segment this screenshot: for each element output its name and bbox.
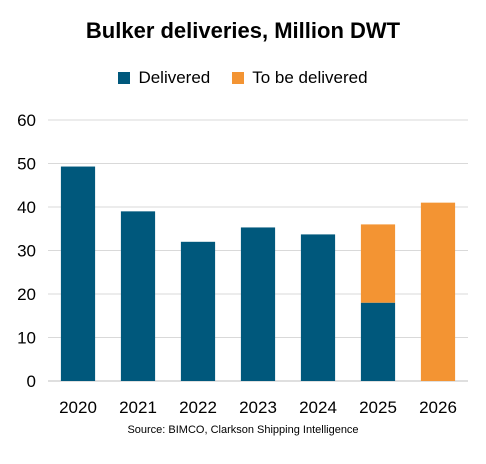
x-tick-label: 2025 <box>359 398 397 417</box>
legend-item-delivered: Delivered <box>118 68 210 88</box>
bar-delivered-2024 <box>300 234 336 381</box>
x-tick-label: 2020 <box>59 398 97 417</box>
bar-delivered-2022 <box>180 241 216 381</box>
y-tick-label: 40 <box>17 198 36 217</box>
label-layer: 0 10 20 30 40 50 60 2020 2021 2022 2023 2024 2025 202… <box>17 111 457 417</box>
x-tick-label: 2021 <box>119 398 157 417</box>
legend-label-to-be-delivered: To be delivered <box>252 68 368 87</box>
bar-to-be-delivered-2026 <box>420 202 456 381</box>
y-tick-label: 20 <box>17 285 36 304</box>
x-tick-label: 2022 <box>179 398 217 417</box>
x-tick-label: 2026 <box>419 398 457 417</box>
bar-delivered-2025 <box>360 302 396 381</box>
bar-delivered-2023 <box>240 227 276 381</box>
legend-swatch-delivered <box>118 72 131 84</box>
y-tick-label: 0 <box>27 372 36 391</box>
x-tick-label: 2024 <box>299 398 337 417</box>
bar-delivered-2020 <box>60 166 96 381</box>
y-tick-label: 50 <box>17 155 36 174</box>
bar-to-be-delivered-2025 <box>360 224 396 303</box>
legend-swatch-to-be-delivered <box>232 72 245 84</box>
bar-delivered-2021 <box>120 211 156 381</box>
chart-title: Bulker deliveries, Million DWT <box>85 18 401 43</box>
x-tick-label: 2023 <box>239 398 277 417</box>
legend-item-to-be-delivered: To be delivered <box>232 68 368 88</box>
legend-label-delivered: Delivered <box>138 68 211 87</box>
y-tick-label: 30 <box>17 242 36 261</box>
source-note: Source: BIMCO, Clarkson Shipping Intelli… <box>127 424 359 436</box>
y-tick-label: 60 <box>17 111 36 130</box>
bar-layer <box>60 166 456 381</box>
y-tick-label: 10 <box>17 329 36 348</box>
legend: Delivered To be delivered <box>0 68 486 88</box>
